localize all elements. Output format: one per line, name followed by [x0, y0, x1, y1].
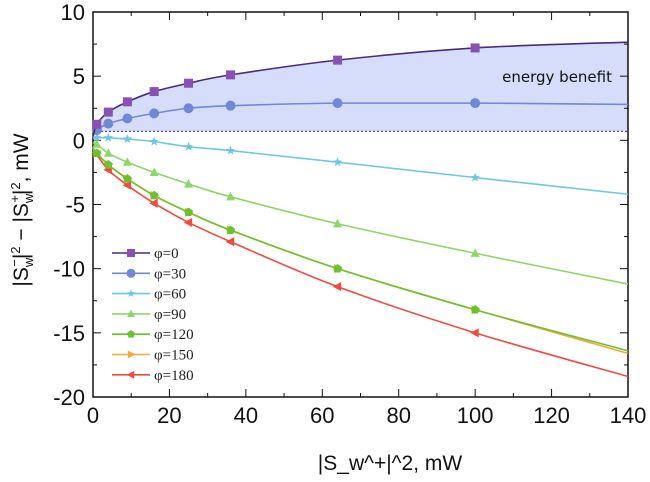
y-tick-label: -15: [53, 321, 85, 346]
marker-star: [149, 136, 159, 146]
marker-pentagon: [184, 207, 194, 217]
marker-triangle-left: [122, 180, 131, 190]
marker-triangle-left: [183, 217, 193, 227]
marker-triangle-left: [149, 198, 158, 208]
marker-triangle-up: [149, 167, 159, 177]
marker-triangle-up: [226, 191, 236, 201]
series-60-deg: [92, 132, 629, 196]
marker-star: [126, 289, 136, 298]
marker-circle: [183, 103, 194, 114]
marker-triangle-up: [184, 179, 194, 188]
marker-triangle-left: [470, 328, 479, 338]
series-30-deg: [91, 98, 629, 137]
marker-circle: [149, 108, 160, 119]
marker-star: [225, 145, 236, 155]
marker-square: [103, 107, 113, 117]
marker-triangle-left: [225, 237, 235, 247]
legend-label: φ=0: [154, 246, 179, 262]
y-tick-label: -10: [53, 257, 85, 282]
x-tick-label: 0: [87, 403, 99, 428]
marker-circle: [470, 98, 481, 109]
marker-triangle-left: [332, 282, 342, 292]
marker-triangle-up: [92, 139, 102, 148]
legend-item: φ=30: [112, 266, 186, 282]
x-tick-label: 120: [533, 403, 570, 428]
x-tick-label: 40: [234, 403, 258, 428]
series-line: [93, 136, 629, 196]
x-tick-label: 140: [610, 403, 647, 428]
marker-pentagon: [333, 263, 343, 273]
energy-benefit-region: [93, 42, 628, 137]
marker-star: [183, 141, 194, 151]
marker-triangle-up: [333, 218, 343, 228]
legend-item: φ=0: [112, 246, 179, 262]
y-tick-label: -5: [65, 193, 85, 218]
y-axis-label: |Sw−|2 − |Sw+|2, mW: [7, 133, 36, 286]
marker-star: [92, 132, 102, 142]
marker-pentagon: [470, 305, 480, 314]
marker-star: [103, 132, 113, 142]
marker-pentagon: [122, 174, 132, 183]
marker-star: [122, 134, 133, 144]
marker-pentagon: [92, 148, 102, 157]
legend-label: φ=30: [154, 266, 186, 282]
marker-square: [149, 87, 159, 97]
marker-square: [470, 43, 480, 53]
marker-triangle-right: [127, 350, 136, 359]
legend-item: φ=60: [112, 287, 186, 303]
marker-triangle-left: [126, 370, 135, 379]
marker-triangle-up: [122, 157, 132, 166]
marker-star: [332, 157, 343, 167]
marker-pentagon: [127, 330, 135, 338]
y-tick-label: 5: [73, 64, 85, 89]
marker-square: [184, 78, 194, 88]
marker-triangle-up: [470, 248, 480, 257]
marker-star: [470, 172, 480, 182]
series-0-deg: [92, 41, 629, 137]
legend-item: φ=120: [112, 327, 194, 343]
marker-square: [127, 249, 135, 257]
marker-pentagon: [103, 159, 113, 169]
y-tick-label: 10: [61, 0, 85, 25]
legend: φ=0 φ=30 φ=60 φ=90 φ=120 φ=150 φ=180: [112, 246, 194, 384]
annotation-energy-benefit: energy benefit: [502, 68, 612, 86]
legend-item: φ=90: [112, 307, 186, 323]
axes: 0 20 40 60 80 100 120 140 10 5 0 -5 -10 -15 -20: [53, 0, 646, 428]
shaded-region: [93, 42, 628, 137]
marker-triangle-up: [127, 309, 135, 318]
x-tick-label: 80: [386, 403, 410, 428]
x-tick-label: 60: [310, 403, 334, 428]
legend-label: φ=180: [154, 368, 194, 384]
marker-square: [122, 97, 132, 107]
marker-circle: [225, 100, 236, 111]
legend-label: φ=60: [154, 287, 186, 303]
marker-square: [226, 70, 236, 80]
legend-label: φ=150: [154, 348, 194, 364]
marker-triangle-up: [103, 148, 113, 157]
series-120-deg: [92, 147, 629, 352]
marker-pentagon: [226, 225, 236, 234]
legend-label: φ=90: [154, 307, 186, 323]
legend-label: φ=120: [154, 327, 194, 343]
legend-item: φ=150: [112, 348, 194, 364]
marker-square: [92, 119, 102, 129]
marker-circle: [122, 113, 133, 124]
y-tick-label: 0: [73, 128, 85, 153]
x-axis-label: |S_w^+|^2, mW: [318, 452, 463, 475]
marker-square: [333, 55, 343, 65]
legend-item: φ=180: [112, 368, 194, 384]
marker-circle: [332, 98, 343, 109]
marker-circle: [103, 118, 114, 129]
x-tick-label: 20: [157, 403, 181, 428]
x-tick-label: 100: [457, 403, 494, 428]
series-90-deg: [92, 139, 629, 285]
y-tick-label: -20: [53, 385, 85, 410]
series-layer: [91, 41, 629, 378]
marker-pentagon: [149, 190, 159, 200]
marker-circle: [126, 268, 136, 278]
